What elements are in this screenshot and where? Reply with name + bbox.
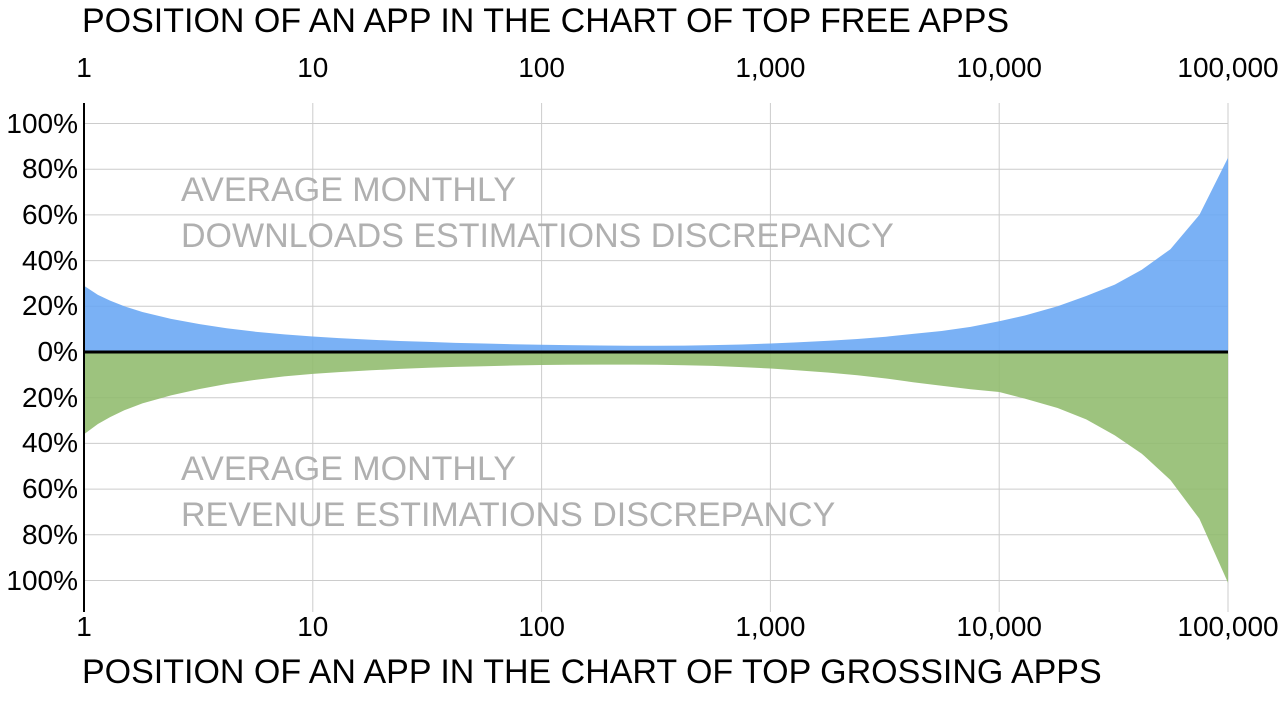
y-tick-label: 60% xyxy=(21,198,78,230)
y-tick-label: 80% xyxy=(21,153,78,185)
y-tick-label: 100% xyxy=(6,107,78,139)
y-tick-label: 0% xyxy=(37,336,78,367)
y-tick-label: 100% xyxy=(6,564,78,596)
revenue-series-label-line1: AVERAGE MONTHLY xyxy=(181,450,517,488)
y-tick-label: 80% xyxy=(21,518,78,550)
top-x-axis-ticks: 1 10 100 1,000 10,000 100,000 xyxy=(0,53,1280,83)
top-axis-title: POSITION OF AN APP IN THE CHART OF TOP F… xyxy=(82,2,1010,40)
x-tick-label: 10 xyxy=(297,611,329,642)
x-tick-label: 10 xyxy=(297,52,329,83)
downloads-area xyxy=(84,157,1228,352)
downloads-series-label-line1: AVERAGE MONTHLY xyxy=(181,171,517,209)
x-tick-label: 100 xyxy=(518,52,565,83)
downloads-series-label-line2: DOWNLOADS ESTIMATIONS DISCREPANCY xyxy=(181,217,894,255)
y-tick-label: 20% xyxy=(21,290,78,322)
x-tick-label: 1,000 xyxy=(735,52,806,83)
x-tick-label: 10,000 xyxy=(956,52,1043,83)
y-tick-label: 40% xyxy=(21,244,78,276)
x-tick-label: 1,000 xyxy=(735,611,806,642)
revenue-area xyxy=(84,352,1228,583)
x-tick-label: 100,000 xyxy=(1177,611,1279,642)
y-tick-label: 20% xyxy=(21,381,78,413)
x-tick-label: 100 xyxy=(518,611,565,642)
revenue-series-label-line2: REVENUE ESTIMATIONS DISCREPANCY xyxy=(181,496,836,534)
x-tick-label: 1 xyxy=(76,52,92,83)
x-tick-label: 100,000 xyxy=(1177,52,1279,83)
x-tick-label: 1 xyxy=(76,611,92,642)
y-tick-label: 60% xyxy=(21,473,78,505)
bottom-axis-title: POSITION OF AN APP IN THE CHART OF TOP G… xyxy=(82,653,1102,691)
x-tick-label: 10,000 xyxy=(956,611,1043,642)
revenue-series-label: AVERAGE MONTHLY REVENUE ESTIMATIONS DISC… xyxy=(181,446,835,538)
downloads-series-label: AVERAGE MONTHLY DOWNLOADS ESTIMATIONS DI… xyxy=(181,167,894,259)
y-tick-label: 40% xyxy=(21,427,78,459)
bottom-x-axis-ticks: 1 10 100 1,000 10,000 100,000 xyxy=(0,612,1280,642)
